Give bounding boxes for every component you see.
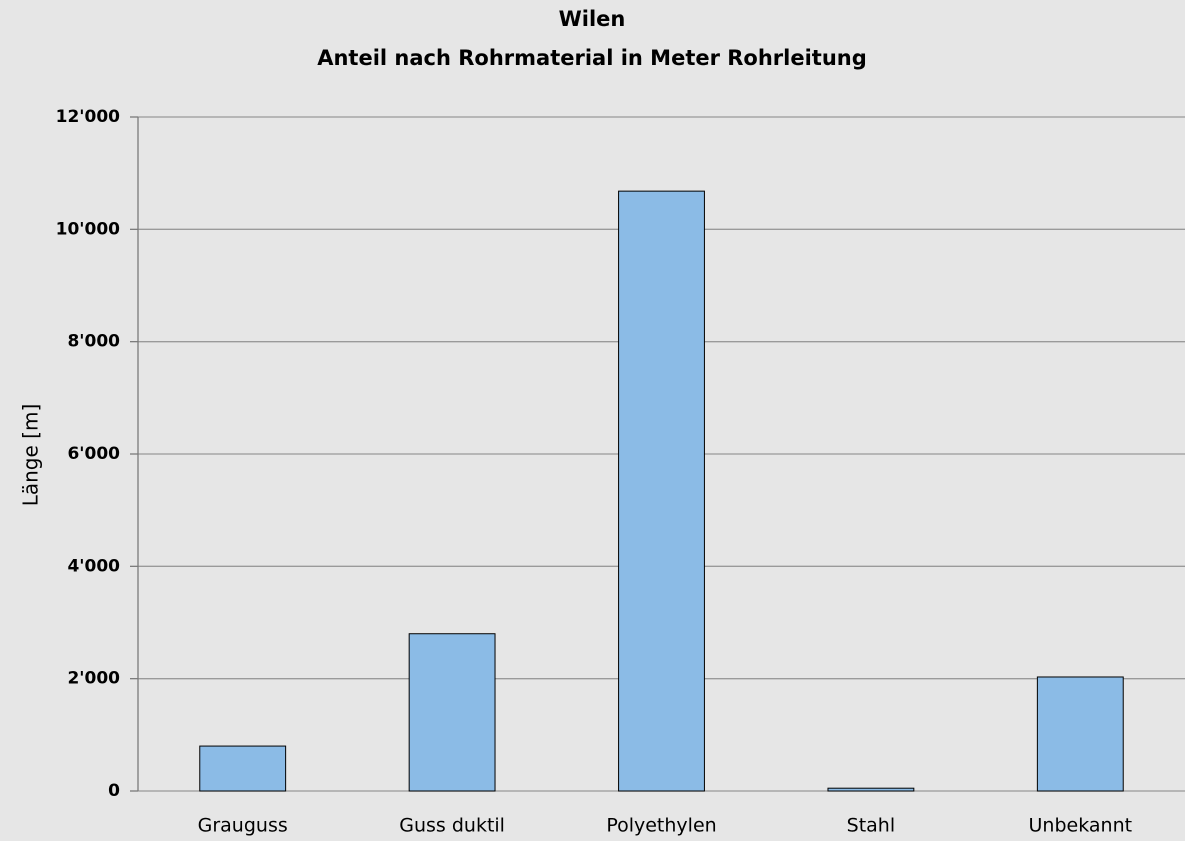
y-tick-label: 6'000 [67, 444, 120, 464]
y-tick-label: 10'000 [56, 219, 121, 239]
chart-title: Wilen [559, 7, 626, 31]
x-tick-label: Stahl [847, 815, 895, 837]
y-tick-label: 0 [108, 781, 120, 801]
chart-title: Anteil nach Rohrmaterial in Meter Rohrle… [317, 46, 867, 70]
x-tick-label: Guss duktil [399, 815, 505, 837]
bar [618, 190, 705, 792]
bar [1036, 676, 1124, 792]
x-tick-label: Grauguss [198, 815, 288, 837]
y-axis-label: Länge [m] [19, 404, 43, 507]
bar [408, 633, 496, 792]
bar [827, 787, 915, 792]
y-tick-label: 8'000 [67, 332, 120, 352]
y-tick-label: 2'000 [67, 669, 120, 689]
y-tick-label: 4'000 [67, 556, 120, 576]
x-tick-label: Polyethylen [606, 815, 716, 837]
x-tick-label: Unbekannt [1029, 815, 1133, 837]
bar [199, 745, 287, 792]
y-tick-label: 12'000 [56, 107, 121, 127]
